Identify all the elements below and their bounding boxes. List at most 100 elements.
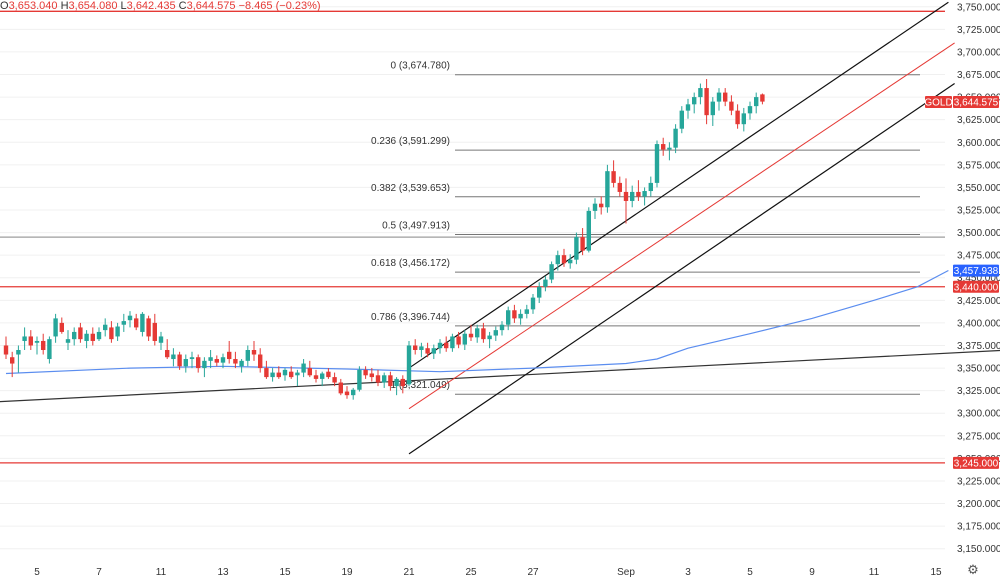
candle[interactable] xyxy=(47,336,52,364)
candle[interactable] xyxy=(115,322,120,341)
candle[interactable] xyxy=(227,340,232,364)
candle[interactable] xyxy=(599,196,604,215)
candle[interactable] xyxy=(214,355,219,367)
candle[interactable] xyxy=(140,312,145,337)
candle[interactable] xyxy=(320,371,325,387)
candle[interactable] xyxy=(258,348,263,373)
candle[interactable] xyxy=(165,339,170,360)
candle[interactable] xyxy=(642,187,647,206)
candle[interactable] xyxy=(177,351,182,370)
candle[interactable] xyxy=(34,336,40,355)
candle[interactable] xyxy=(332,372,337,387)
candle[interactable] xyxy=(239,359,244,373)
candle[interactable] xyxy=(171,348,176,367)
candle[interactable] xyxy=(437,339,443,354)
candle[interactable] xyxy=(344,386,350,399)
candle[interactable] xyxy=(747,101,753,120)
candle[interactable] xyxy=(518,309,523,325)
candle[interactable] xyxy=(586,207,591,253)
candle[interactable] xyxy=(716,88,722,111)
candle[interactable] xyxy=(450,333,455,352)
candle[interactable] xyxy=(22,327,27,350)
candle[interactable] xyxy=(444,336,449,352)
candle[interactable] xyxy=(568,254,573,269)
candle[interactable] xyxy=(375,369,381,387)
trendline-channel-upper[interactable] xyxy=(408,1,949,369)
candle[interactable] xyxy=(270,368,275,382)
candle[interactable] xyxy=(59,317,64,334)
candle[interactable] xyxy=(369,368,374,382)
candle[interactable] xyxy=(673,124,678,154)
candle[interactable] xyxy=(561,248,567,267)
candle[interactable] xyxy=(605,164,610,213)
candle[interactable] xyxy=(419,342,424,358)
candle[interactable] xyxy=(741,107,746,132)
candle[interactable] xyxy=(382,372,387,388)
candle[interactable] xyxy=(282,368,288,381)
candle[interactable] xyxy=(592,198,598,220)
candle[interactable] xyxy=(630,185,635,208)
candle[interactable] xyxy=(462,330,467,350)
candle[interactable] xyxy=(245,345,250,367)
candle[interactable] xyxy=(537,282,542,304)
candle[interactable] xyxy=(28,330,33,350)
candle[interactable] xyxy=(648,176,653,197)
gear-icon[interactable]: ⚙ xyxy=(967,563,979,578)
candle[interactable] xyxy=(710,97,715,126)
candle[interactable] xyxy=(754,92,759,114)
candle[interactable] xyxy=(276,366,281,379)
candle[interactable] xyxy=(394,377,399,396)
candle[interactable] xyxy=(121,313,126,332)
candle[interactable] xyxy=(307,360,312,378)
candle[interactable] xyxy=(3,336,9,360)
candle[interactable] xyxy=(760,93,765,105)
candle[interactable] xyxy=(692,92,697,114)
candle[interactable] xyxy=(543,275,548,292)
candle[interactable] xyxy=(735,104,740,129)
candle[interactable] xyxy=(357,366,362,392)
candle[interactable] xyxy=(667,142,672,161)
candle[interactable] xyxy=(456,331,461,349)
candle[interactable] xyxy=(10,351,15,378)
candle[interactable] xyxy=(208,350,213,369)
candle[interactable] xyxy=(289,366,294,379)
candle[interactable] xyxy=(233,351,238,369)
candle[interactable] xyxy=(41,333,46,355)
candle[interactable] xyxy=(425,342,430,358)
candle[interactable] xyxy=(90,327,95,346)
candle[interactable] xyxy=(146,315,151,341)
candle[interactable] xyxy=(158,331,164,350)
candle[interactable] xyxy=(326,368,331,379)
candle[interactable] xyxy=(481,322,486,343)
candle[interactable] xyxy=(351,387,356,400)
candle[interactable] xyxy=(152,313,157,346)
candle[interactable] xyxy=(475,324,480,343)
candle[interactable] xyxy=(313,369,319,383)
candle[interactable] xyxy=(301,359,306,378)
candle[interactable] xyxy=(84,330,89,349)
candle[interactable] xyxy=(574,232,579,265)
candle[interactable] xyxy=(661,137,666,156)
candle[interactable] xyxy=(109,321,114,343)
candle[interactable] xyxy=(704,79,709,125)
candle[interactable] xyxy=(611,160,616,188)
candle[interactable] xyxy=(468,324,474,341)
candle[interactable] xyxy=(487,331,492,349)
candle[interactable] xyxy=(16,345,21,373)
candle[interactable] xyxy=(363,366,368,379)
candle[interactable] xyxy=(103,318,108,337)
candle[interactable] xyxy=(134,313,139,331)
candle[interactable] xyxy=(512,304,517,323)
trendline-support[interactable] xyxy=(0,349,1000,422)
candle[interactable] xyxy=(729,95,734,116)
candle[interactable] xyxy=(493,326,498,341)
candle[interactable] xyxy=(78,322,83,343)
candle[interactable] xyxy=(580,228,585,256)
candle[interactable] xyxy=(723,88,728,107)
candle[interactable] xyxy=(127,311,133,328)
candle[interactable] xyxy=(53,313,58,343)
candle[interactable] xyxy=(96,327,102,341)
candle[interactable] xyxy=(72,327,77,346)
trendline-channel-middle[interactable] xyxy=(408,42,955,410)
